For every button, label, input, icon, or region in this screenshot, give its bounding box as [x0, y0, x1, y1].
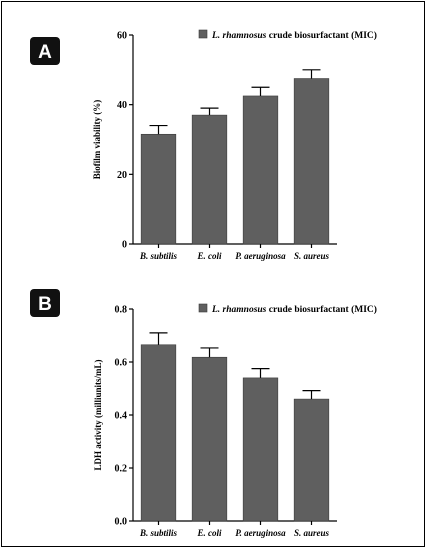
legend-b-label: L. rhamnosus crude biosurfactant (MIC) [211, 304, 377, 315]
legend-b-rest: crude biosurfactant (MIC) [266, 304, 377, 315]
chart-b: 0.0 0.2 0.4 0.6 0.8 LDH activity (milliunits/… [93, 305, 337, 538]
panel-a: A 0 20 40 60 Biofilm viability (%) B. subtili… [30, 29, 377, 261]
chart-a: 0 20 40 60 Biofilm viability (%) B. subtilis E… [92, 31, 337, 261]
legend-b-swatch [198, 303, 208, 313]
chart-b-y-tick-label: 0.4 [115, 411, 128, 422]
panel-a-letter: A [38, 42, 52, 63]
legend-a-rest: crude biosurfactant (MIC) [266, 30, 377, 41]
legend-b-species: L. rhamnosus [211, 305, 267, 315]
panel-b-letter: B [38, 294, 52, 315]
chart-a-y-tick-label: 20 [117, 170, 127, 181]
chart-a-bar [242, 95, 279, 245]
chart-b-category-label: E. coli [197, 528, 222, 538]
legend-a-swatch [198, 29, 208, 39]
panel-b-badge [30, 289, 60, 317]
panel-a-badge [30, 37, 60, 65]
chart-a-bar [191, 114, 228, 245]
chart-a-y-tick-label: 0 [122, 240, 127, 251]
chart-b-y-tick-label: 0.6 [115, 358, 128, 369]
chart-a-bar [140, 133, 177, 245]
legend-a-species: L. rhamnosus [211, 31, 267, 41]
chart-b-bar [140, 344, 177, 522]
chart-b-bar [242, 377, 279, 522]
chart-b-bar [293, 398, 330, 522]
chart-a-y-axis-label: Biofilm viability (%) [92, 100, 102, 180]
chart-b-category-label: P. aeruginosa [235, 528, 286, 538]
chart-a-category-label: E. coli [197, 251, 222, 261]
legend-a-label: L. rhamnosus crude biosurfactant (MIC) [211, 30, 377, 41]
chart-a-category-label: S. aureus [294, 251, 330, 261]
legend-a: L. rhamnosus crude biosurfactant (MIC) [198, 29, 377, 41]
chart-a-y-tick-label: 40 [117, 100, 127, 111]
chart-b-bar [191, 356, 228, 522]
chart-a-y-tick-label: 60 [117, 31, 127, 42]
chart-b-y-tick-label: 0.8 [115, 305, 128, 316]
chart-a-category-label: P. aeruginosa [235, 251, 286, 261]
chart-b-y-tick-label: 0.2 [115, 464, 128, 475]
chart-b-category-label: B. subtilis [139, 528, 178, 538]
chart-b-category-label: S. aureus [294, 528, 330, 538]
chart-b-y-axis-label: LDH activity (milliunits/mL) [93, 360, 103, 471]
panel-b: B 0.0 0.2 0.4 0.6 0.8 LDH activity (milliunit… [30, 289, 377, 538]
chart-a-bar [293, 78, 330, 245]
legend-b: L. rhamnosus crude biosurfactant (MIC) [198, 303, 377, 315]
chart-b-y-tick-label: 0.0 [115, 517, 128, 528]
chart-a-category-label: B. subtilis [139, 251, 178, 261]
